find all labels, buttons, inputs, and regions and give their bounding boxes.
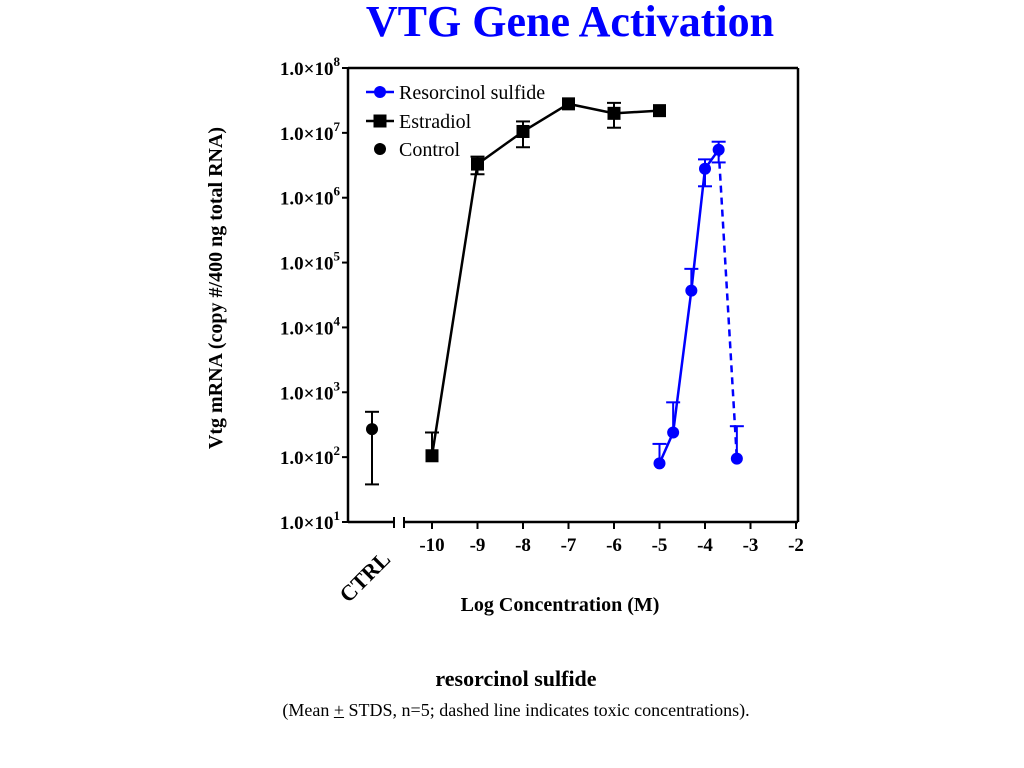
legend-label: Control: [399, 139, 461, 161]
toxic-dashed-line: [717, 149, 739, 459]
y-tick-label: 1.0×102: [280, 443, 340, 469]
y-tick-label: 1.0×107: [280, 119, 341, 145]
legend-marker: [373, 114, 387, 128]
y-tick-exponent: 2: [334, 443, 341, 458]
y-tick-label: 1.0×106: [280, 184, 341, 210]
y-tick-mantissa: 1.0×10: [280, 318, 334, 339]
y-tick-exponent: 6: [334, 184, 341, 199]
x-tick-label: -7: [561, 535, 577, 556]
y-tick-mantissa: 1.0×10: [280, 448, 334, 469]
data-point: [712, 143, 725, 156]
ctrl-tick-label: CTRL: [334, 546, 395, 607]
data-point: [653, 104, 666, 118]
data-point: [425, 449, 439, 463]
y-tick-exponent: 5: [334, 249, 341, 264]
x-tick-label: -8: [515, 535, 531, 556]
x-tick-label: -9: [470, 535, 486, 556]
x-tick-label: -3: [743, 535, 759, 556]
y-tick-label: 1.0×103: [280, 378, 341, 404]
x-tick-label: -4: [697, 535, 713, 556]
x-tick-label: -2: [788, 535, 804, 556]
legend-label: Estradiol: [399, 111, 472, 133]
series-layer: [365, 97, 744, 486]
y-tick-exponent: 8: [334, 54, 341, 69]
series-resorcinol-sulfide: [652, 140, 744, 470]
caption-rest: STDS, n=5; dashed line indicates toxic c…: [344, 700, 750, 720]
data-point: [653, 457, 666, 470]
y-tick-mantissa: 1.0×10: [280, 124, 334, 145]
data-point: [516, 124, 530, 138]
data-point: [699, 162, 711, 175]
y-tick-label: 1.0×105: [280, 249, 341, 275]
caption-title: resorcinol sulfide: [435, 666, 597, 691]
vtg-chart: 1.0×1011.0×1021.0×1031.0×1041.0×1051.0×1…: [205, 54, 804, 616]
series-control: [365, 410, 379, 486]
plot-frame: [346, 66, 800, 528]
x-tick-label: -10: [419, 535, 444, 556]
y-tick-exponent: 3: [334, 378, 341, 393]
series-estradiol: [425, 97, 666, 463]
y-tick-mantissa: 1.0×10: [280, 59, 334, 80]
caption-open: (Mean: [282, 700, 334, 720]
data-point: [685, 284, 698, 297]
legend-label: Resorcinol sulfide: [399, 82, 545, 104]
y-tick-exponent: 1: [334, 508, 341, 523]
chart-title: VTG Gene Activation: [365, 0, 775, 46]
x-axis-ticks: -10 -9 -8 -7 -6 -5 -4 -3 -2: [419, 522, 804, 556]
y-tick-exponent: 7: [334, 119, 341, 134]
data-point: [730, 452, 743, 465]
y-tick-mantissa: 1.0×10: [280, 254, 334, 275]
y-tick-mantissa: 1.0×10: [280, 189, 334, 210]
y-tick-mantissa: 1.0×10: [280, 383, 334, 404]
y-tick-exponent: 4: [334, 313, 341, 328]
series-line: [658, 148, 720, 464]
caption-note: (Mean + STDS, n=5; dashed line indicates…: [0, 700, 1024, 721]
plus-minus-sign: +: [333, 700, 345, 720]
series-line: [430, 102, 660, 456]
legend-item-resorcinol-sulfide: Resorcinol sulfide: [366, 82, 545, 104]
legend-item-control: Control: [374, 139, 461, 161]
x-tick-label: -6: [606, 535, 622, 556]
legend-marker: [374, 143, 386, 155]
x-axis-label: Log Concentration (M): [461, 594, 660, 616]
y-tick-mantissa: 1.0×10: [280, 513, 334, 534]
y-tick-label: 1.0×108: [280, 54, 341, 80]
y-tick-label: 1.0×101: [280, 508, 340, 534]
x-tick-label: -5: [652, 535, 668, 556]
data-point: [667, 426, 680, 439]
data-point: [562, 97, 575, 111]
data-point: [471, 157, 484, 171]
legend-marker: [374, 86, 386, 98]
legend: Resorcinol sulfide Estradiol Control: [366, 82, 545, 161]
y-axis-label: Vtg mRNA (copy #/400 ng total RNA): [205, 127, 227, 449]
data-point: [607, 106, 621, 120]
y-tick-label: 1.0×104: [280, 313, 341, 339]
data-point: [366, 423, 378, 436]
legend-item-estradiol: Estradiol: [366, 111, 472, 133]
y-axis-ticks: 1.0×1011.0×1021.0×1031.0×1041.0×1051.0×1…: [280, 54, 348, 534]
